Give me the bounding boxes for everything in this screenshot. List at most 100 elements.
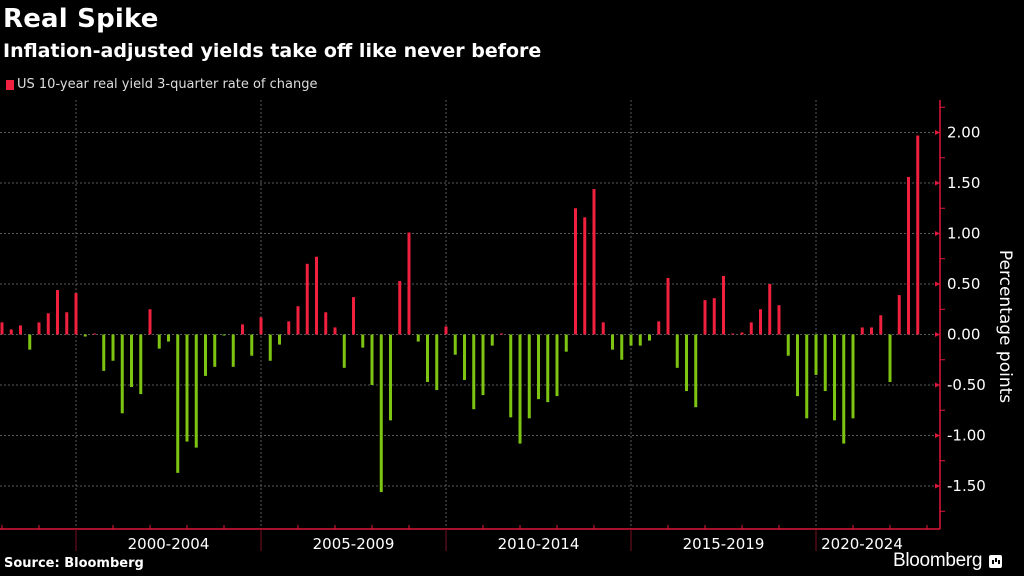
y-tick-marker: [935, 180, 940, 186]
y-axis-title: Percentage points: [995, 250, 1015, 403]
bar: [731, 333, 735, 335]
bar: [111, 334, 115, 361]
bar: [555, 334, 559, 397]
bar: [675, 334, 679, 368]
bar: [139, 334, 143, 395]
bar: [213, 334, 217, 367]
y-tick-marker: [935, 130, 940, 135]
y-tick-label: 0.50: [947, 275, 980, 293]
bar: [176, 334, 180, 473]
bar: [694, 334, 698, 408]
y-tick-label: 2.00: [947, 124, 980, 142]
bar: [9, 329, 13, 335]
bar: [833, 334, 836, 421]
bar: [444, 326, 448, 335]
bloomberg-logo: Bloomberg: [893, 550, 1003, 572]
legend-label: US 10-year real yield 3-quarter rate of …: [17, 77, 318, 92]
bar: [703, 300, 707, 335]
bar: [426, 334, 429, 382]
bar: [250, 334, 254, 356]
bar: [56, 290, 59, 335]
bar: [93, 333, 96, 335]
y-tick-marker: [935, 382, 940, 388]
bar: [194, 334, 198, 448]
bar: [407, 232, 411, 335]
bar: [19, 325, 22, 335]
chart-title: Real Spike: [3, 4, 159, 34]
bar: [638, 334, 642, 346]
bar: [805, 334, 809, 419]
bar: [870, 327, 873, 335]
bar: [305, 263, 309, 335]
bar: [453, 334, 457, 355]
x-tick-label: 2020-2024: [821, 535, 903, 553]
bar: [398, 280, 402, 335]
bar: [564, 334, 568, 352]
bar: [907, 176, 910, 335]
bar: [629, 334, 633, 346]
bar: [583, 217, 587, 335]
x-tick-label: 2005-2009: [313, 535, 395, 553]
bar: [657, 321, 661, 335]
bar: [759, 309, 762, 335]
bar: [648, 334, 651, 341]
bar: [28, 334, 32, 350]
bars: [0, 135, 920, 493]
bar: [389, 334, 392, 421]
bar: [259, 317, 263, 335]
bar: [46, 313, 50, 335]
bar: [574, 208, 577, 335]
y-tick-marker: [935, 231, 940, 236]
y-tick-label: -1.00: [947, 427, 986, 445]
bar: [361, 334, 365, 348]
bar: [65, 312, 69, 335]
axis-labels: 2.00 1.50 1.00 0.50 0.00 -0.50 -1.00 -1.50 Perce…: [128, 124, 1015, 554]
y-tick-marker: [935, 433, 940, 438]
bar: [287, 321, 291, 335]
chart-subtitle: Inflation-adjusted yields take off like …: [3, 40, 542, 62]
y-tick-label: 1.00: [947, 225, 980, 243]
bar: [796, 334, 799, 397]
legend: US 10-year real yield 3-quarter rate of …: [6, 77, 318, 92]
bar: [379, 334, 383, 493]
bar: [823, 334, 827, 392]
bar: [490, 334, 494, 346]
bar: [204, 334, 207, 376]
y-tick-label: 0.00: [947, 326, 980, 344]
bar: [148, 309, 152, 335]
bar: [370, 334, 374, 385]
bar: [120, 334, 124, 414]
bar: [324, 312, 328, 335]
bar: [435, 334, 439, 391]
bar: [842, 334, 846, 444]
y-tick-marker: [935, 332, 940, 337]
bar: [481, 334, 485, 396]
bar: [342, 334, 346, 368]
bar: [518, 334, 522, 444]
bar: [897, 295, 901, 335]
y-tick-marker: [935, 483, 940, 489]
bar: [167, 334, 170, 342]
bar: [527, 334, 531, 419]
bar: [620, 334, 624, 360]
bar: [592, 189, 596, 335]
x-tick-label: 2000-2004: [128, 535, 210, 553]
brand-name: Bloomberg: [893, 550, 983, 571]
bar: [278, 334, 281, 345]
bar: [472, 334, 476, 410]
bar: [185, 334, 189, 442]
bar: [740, 332, 744, 335]
bar: [500, 333, 503, 335]
chart-icon: [989, 554, 1003, 568]
bar: [83, 334, 87, 337]
bar: [879, 315, 883, 335]
bar: [0, 322, 4, 335]
x-tick-label: 2015-2019: [683, 535, 765, 553]
bar: [463, 334, 466, 380]
bar: [786, 334, 790, 356]
bar: [749, 322, 753, 335]
bar: [315, 256, 318, 335]
bar: [509, 334, 513, 418]
bar: [157, 334, 161, 349]
